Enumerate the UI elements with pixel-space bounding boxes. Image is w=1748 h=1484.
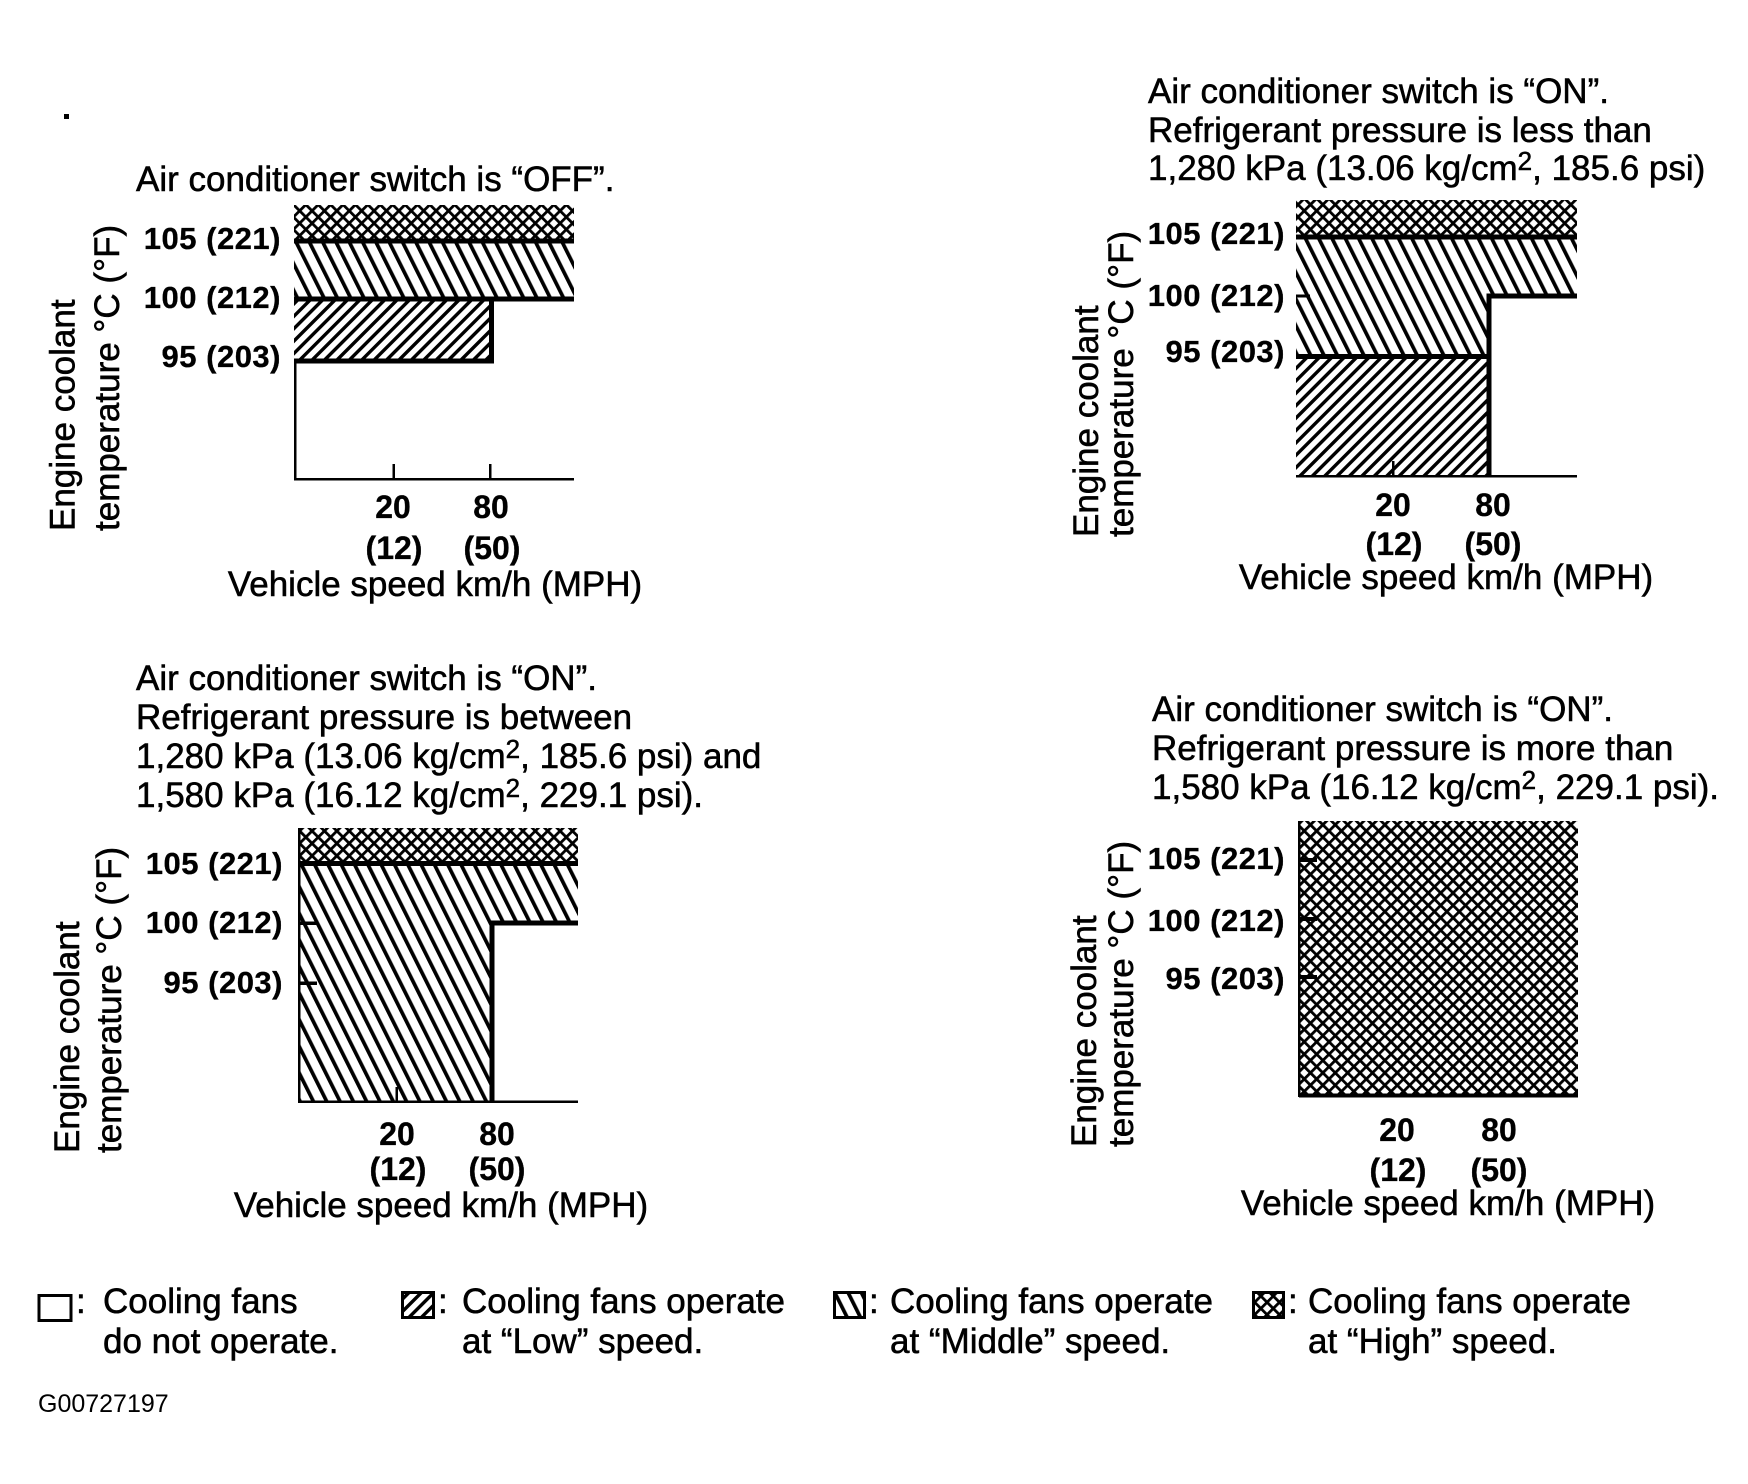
svg-text:Engine coolant: Engine coolant <box>44 299 83 531</box>
svg-text:1,280 kPa (13.06 kg/cm2, 185.6: 1,280 kPa (13.06 kg/cm2, 185.6 psi) <box>1148 146 1705 188</box>
svg-text:80: 80 <box>1475 487 1511 523</box>
svg-text::: : <box>76 1282 86 1321</box>
svg-text::: : <box>1288 1282 1298 1321</box>
svg-text:Engine coolant: Engine coolant <box>1067 305 1106 537</box>
svg-text:Vehicle speed km/h (MPH): Vehicle speed km/h (MPH) <box>234 1186 648 1225</box>
svg-text:Vehicle speed km/h (MPH): Vehicle speed km/h (MPH) <box>1241 1184 1655 1223</box>
svg-text:20: 20 <box>379 1116 415 1152</box>
svg-text:temperature °C (°F): temperature °C (°F) <box>90 847 129 1153</box>
svg-text:80: 80 <box>1481 1112 1517 1148</box>
svg-text:Air conditioner switch is “ON”: Air conditioner switch is “ON”. <box>1148 72 1609 111</box>
svg-text:(12): (12) <box>1370 1152 1427 1188</box>
svg-text:(12): (12) <box>366 530 423 566</box>
svg-text:temperature °C (°F): temperature °C (°F) <box>88 225 127 531</box>
svg-text:Refrigerant pressure is betwee: Refrigerant pressure is between <box>136 698 632 737</box>
svg-text:(50): (50) <box>1465 526 1522 562</box>
svg-text:95 (203): 95 (203) <box>1166 334 1285 369</box>
svg-text:1,580 kPa (16.12 kg/cm2, 229.1: 1,580 kPa (16.12 kg/cm2, 229.1 psi). <box>1152 765 1719 807</box>
svg-text:Engine coolant: Engine coolant <box>1065 915 1104 1147</box>
svg-text:at “Low” speed.: at “Low” speed. <box>462 1322 703 1361</box>
svg-text:(12): (12) <box>1366 526 1423 562</box>
svg-text:100 (212): 100 (212) <box>1148 903 1285 938</box>
svg-text:Vehicle speed km/h (MPH): Vehicle speed km/h (MPH) <box>1239 558 1653 597</box>
svg-text:temperature °C (°F): temperature °C (°F) <box>1102 841 1141 1147</box>
svg-text:20: 20 <box>1379 1112 1415 1148</box>
svg-text:Cooling fans operate: Cooling fans operate <box>462 1282 785 1321</box>
svg-text:1,280 kPa (13.06 kg/cm2, 185.6: 1,280 kPa (13.06 kg/cm2, 185.6 psi) and <box>136 734 761 776</box>
svg-text:20: 20 <box>375 489 411 525</box>
svg-text:Engine coolant: Engine coolant <box>48 921 87 1153</box>
svg-text:do not operate.: do not operate. <box>103 1322 338 1361</box>
svg-text:95 (203): 95 (203) <box>162 339 281 374</box>
svg-text:80: 80 <box>473 489 509 525</box>
svg-text:100 (212): 100 (212) <box>144 280 281 315</box>
svg-text:105 (221): 105 (221) <box>144 221 281 256</box>
svg-text:at “Middle” speed.: at “Middle” speed. <box>890 1322 1170 1361</box>
svg-text:G00727197: G00727197 <box>38 1390 169 1418</box>
svg-text:20: 20 <box>1375 487 1411 523</box>
svg-text:at “High” speed.: at “High” speed. <box>1308 1322 1557 1361</box>
svg-text:Refrigerant pressure is more t: Refrigerant pressure is more than <box>1152 729 1673 768</box>
svg-text:1,580 kPa (16.12 kg/cm2, 229.1: 1,580 kPa (16.12 kg/cm2, 229.1 psi). <box>136 773 703 815</box>
svg-text:Refrigerant pressure is less t: Refrigerant pressure is less than <box>1148 111 1652 150</box>
svg-text:temperature °C (°F): temperature °C (°F) <box>1102 231 1141 537</box>
svg-text::: : <box>869 1282 879 1321</box>
svg-text:Air conditioner switch is “ON”: Air conditioner switch is “ON”. <box>1152 690 1613 729</box>
svg-text:95 (203): 95 (203) <box>164 965 283 1000</box>
svg-text:Cooling fans operate: Cooling fans operate <box>890 1282 1213 1321</box>
svg-text:105 (221): 105 (221) <box>1148 216 1285 251</box>
svg-text:100 (212): 100 (212) <box>1148 278 1285 313</box>
svg-text:Vehicle speed km/h (MPH): Vehicle speed km/h (MPH) <box>228 565 642 604</box>
svg-text:80: 80 <box>479 1116 515 1152</box>
svg-text:(12): (12) <box>370 1151 427 1187</box>
svg-text:(50): (50) <box>464 530 521 566</box>
svg-text:100 (212): 100 (212) <box>146 905 283 940</box>
svg-text:(50): (50) <box>1471 1152 1528 1188</box>
svg-text::: : <box>438 1282 448 1321</box>
svg-text:Air conditioner switch is “ON”: Air conditioner switch is “ON”. <box>136 659 597 698</box>
svg-text:Cooling fans: Cooling fans <box>103 1282 298 1321</box>
svg-text:95 (203): 95 (203) <box>1166 961 1285 996</box>
svg-text:(50): (50) <box>469 1151 526 1187</box>
svg-text:105 (221): 105 (221) <box>146 846 283 881</box>
svg-text:Cooling fans operate: Cooling fans operate <box>1308 1282 1631 1321</box>
svg-text:105 (221): 105 (221) <box>1148 841 1285 876</box>
svg-text:Air conditioner switch is “OFF: Air conditioner switch is “OFF”. <box>136 160 614 199</box>
